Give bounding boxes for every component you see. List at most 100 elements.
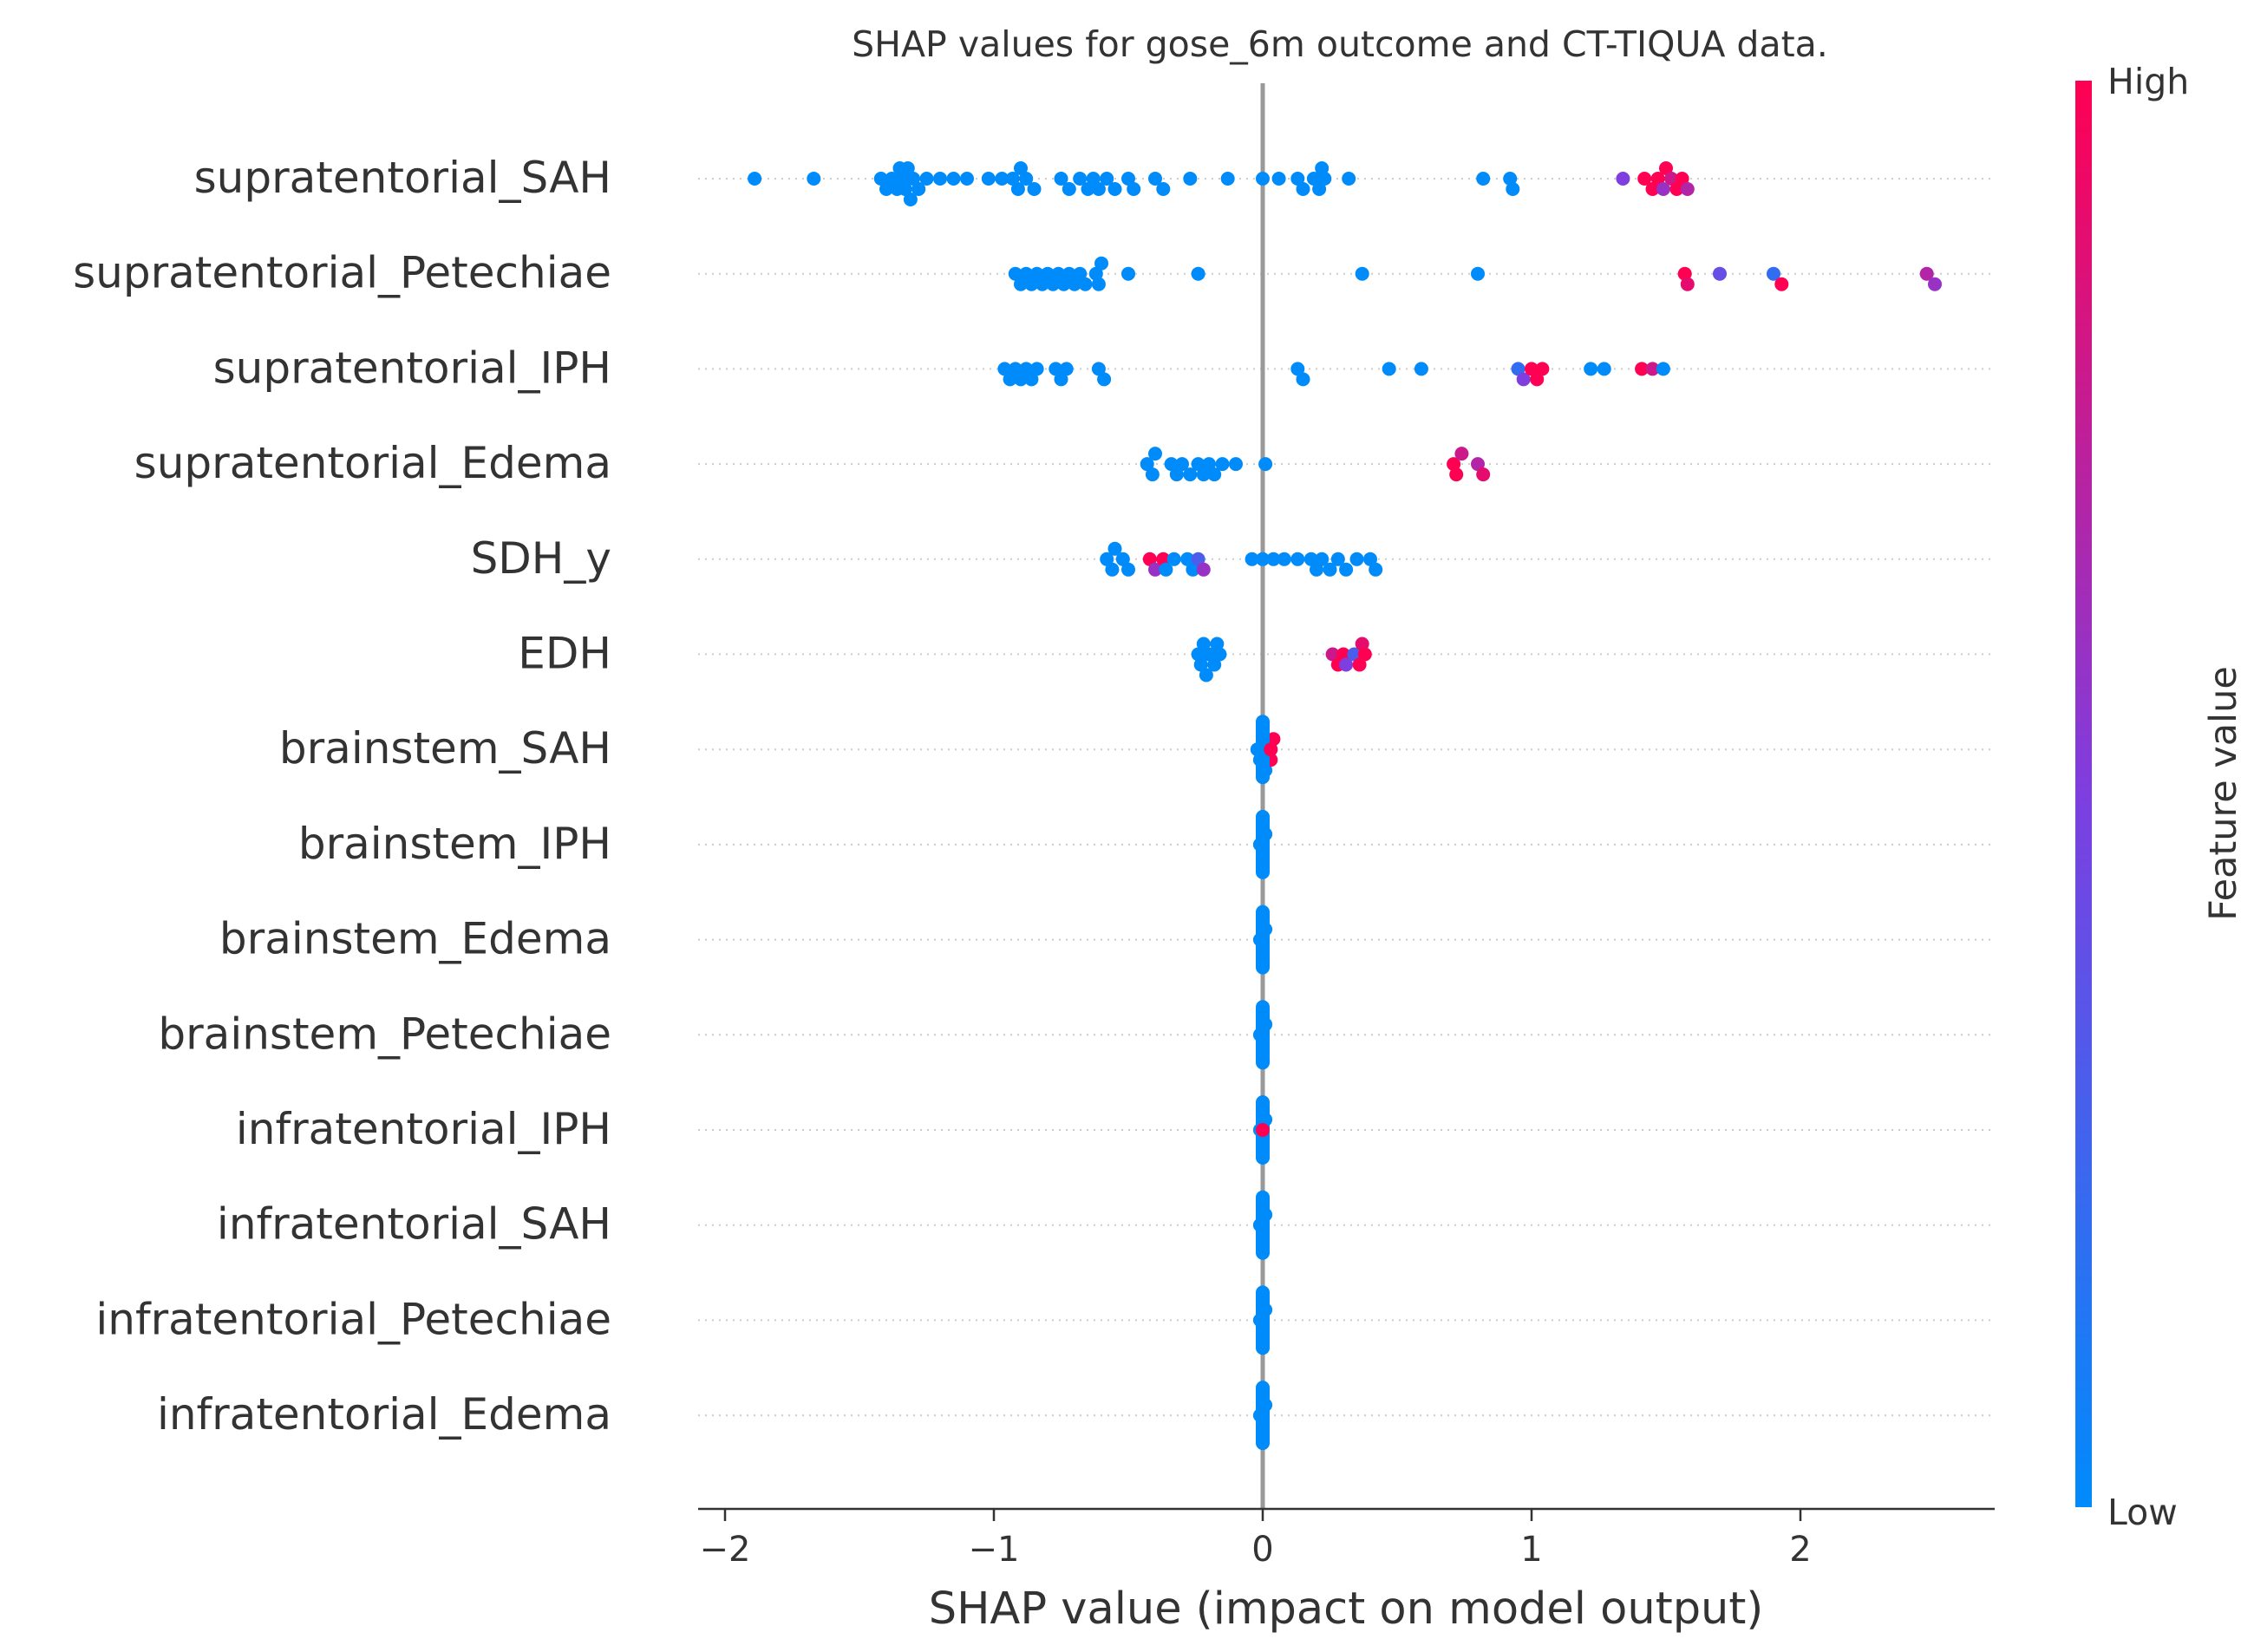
feature-label: SDH_y: [471, 533, 611, 584]
shap-point: [1081, 182, 1095, 196]
shap-point-band: [1256, 1190, 1270, 1260]
shap-point: [1003, 372, 1017, 387]
shap-point: [1202, 457, 1216, 472]
shap-point: [1140, 457, 1154, 472]
shap-point: [1325, 647, 1340, 662]
shap-point: [1447, 457, 1461, 472]
shap-point: [1352, 657, 1367, 672]
shap-point: [1062, 266, 1076, 281]
shap-point: [946, 172, 961, 186]
shap-point: [1029, 266, 1044, 281]
shap-point: [960, 172, 974, 186]
shap-point: [1677, 266, 1692, 281]
feature-label: supratentorial_Edema: [134, 438, 611, 488]
shap-point: [1191, 457, 1205, 472]
shap-point: [1193, 657, 1208, 672]
shap-point: [1056, 277, 1071, 291]
shap-point: [1256, 1123, 1270, 1137]
shap-point: [1196, 637, 1211, 651]
shap-point: [1229, 457, 1243, 472]
shap-point: [1382, 362, 1396, 376]
shap-point: [1073, 266, 1088, 281]
shap-point: [1369, 562, 1383, 577]
shap-point: [1207, 467, 1222, 482]
feature-label: supratentorial_Petechiae: [73, 248, 611, 298]
shap-point: [1342, 172, 1356, 186]
shap-point: [1303, 552, 1318, 566]
shap-point: [1357, 647, 1372, 662]
shap-point: [1027, 182, 1042, 196]
shap-point: [919, 172, 934, 186]
shap-point: [1535, 362, 1550, 376]
shap-point: [1597, 362, 1611, 376]
shap-point: [1471, 266, 1485, 281]
shap-point: [1511, 362, 1526, 376]
shap-point: [1315, 552, 1330, 566]
shap-point: [1310, 562, 1323, 577]
shap-point: [1264, 742, 1278, 757]
shap-point: [1097, 372, 1112, 387]
shap-point: [1180, 552, 1195, 566]
shap-point: [1041, 266, 1055, 281]
shap-point: [1121, 172, 1135, 186]
shap-point: [1767, 266, 1780, 281]
shap-point: [1115, 552, 1130, 566]
shap-point: [898, 182, 912, 196]
shap-point: [1145, 467, 1160, 482]
colorbar-title: Feature value: [2202, 666, 2245, 921]
feature-label: brainstem_SAH: [279, 723, 611, 774]
shap-point: [873, 172, 888, 186]
shap-point: [1680, 182, 1695, 196]
shap-point: [1339, 562, 1354, 577]
shap-point: [748, 172, 762, 186]
shap-point: [1051, 266, 1066, 281]
shap-point: [1525, 362, 1539, 376]
x-axis-ticks: −2 −1 0 1 2: [700, 1509, 1812, 1570]
shap-point: [1503, 172, 1518, 186]
colorbar-high-label: High: [2107, 61, 2189, 102]
shap-point: [1068, 277, 1081, 291]
shap-point-band: [1256, 904, 1270, 975]
shap-point: [1258, 457, 1273, 472]
shap-point: [1220, 172, 1235, 186]
shap-point: [1166, 552, 1181, 566]
data-points: [748, 161, 1942, 1451]
shap-point: [1046, 277, 1061, 291]
shap-point: [1215, 457, 1230, 472]
shap-point: [1919, 266, 1934, 281]
shap-point: [1014, 372, 1028, 387]
shap-point: [1024, 372, 1039, 387]
shap-point: [1073, 172, 1088, 186]
shap-point: [1330, 552, 1345, 566]
shap-point: [1454, 447, 1469, 461]
shap-point: [1094, 256, 1108, 271]
shap-point: [1616, 172, 1630, 186]
shap-point: [1506, 182, 1520, 196]
shap-point: [1290, 362, 1305, 376]
shap-point: [1164, 457, 1179, 472]
shap-point: [1049, 362, 1063, 376]
shap-point: [997, 362, 1012, 376]
shap-point: [1019, 362, 1034, 376]
shap-point: [1008, 266, 1022, 281]
shap-point: [1121, 562, 1135, 577]
x-tick-label: 2: [1789, 1530, 1811, 1570]
shap-point: [1290, 552, 1305, 566]
shap-point: [1091, 277, 1106, 291]
feature-label: supratentorial_SAH: [194, 153, 611, 203]
shap-point: [1156, 552, 1171, 566]
shap-point: [1005, 172, 1020, 186]
shap-point: [1317, 172, 1332, 186]
x-tick-label: 1: [1520, 1530, 1542, 1570]
shap-point: [1148, 562, 1162, 577]
shap-point: [1183, 172, 1198, 186]
colorbar: [2075, 81, 2092, 1507]
shap-point: [1107, 182, 1122, 196]
shap-point: [1186, 562, 1200, 577]
shap-point: [1142, 552, 1157, 566]
shap-point: [1635, 362, 1650, 376]
x-tick-label: 0: [1251, 1530, 1273, 1570]
shap-point: [1202, 647, 1216, 662]
shap-point: [1105, 562, 1120, 577]
